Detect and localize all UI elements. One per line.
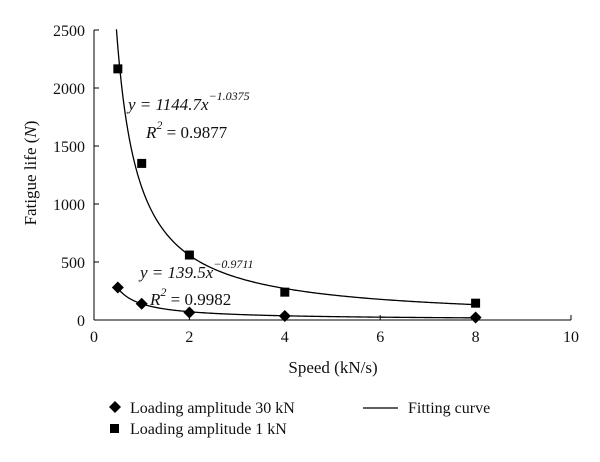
legend-label-30kN: Loading amplitude 30 kN <box>130 400 295 417</box>
point-30kN <box>278 309 291 322</box>
y-tick-label: 1000 <box>53 197 85 214</box>
fit-r2-30kN-sup: 2 <box>160 285 166 299</box>
legend-diamond-marker <box>109 401 121 413</box>
point-1kN <box>184 250 194 260</box>
svg-text:y = 139.5x−0.9711: y = 139.5x−0.9711 <box>138 257 254 282</box>
point-1kN <box>471 298 481 308</box>
x-tick-label: 10 <box>563 329 579 346</box>
x-tick-label: 0 <box>90 329 98 346</box>
fit-equation-30kN-base: y = 139.5x <box>138 263 214 282</box>
point-1kN <box>280 287 290 297</box>
legend-item-30kN: Loading amplitude 30 kN <box>109 400 295 417</box>
data-points <box>111 64 482 324</box>
x-axis-title: Speed (kN/s) <box>288 358 377 377</box>
fit-curve-30kN <box>117 287 476 319</box>
fit-r2-30kN-label: R <box>149 290 161 309</box>
point-30kN <box>183 306 196 319</box>
legend-label-1kN: Loading amplitude 1 kN <box>130 421 287 438</box>
x-tick-label: 2 <box>185 329 193 346</box>
fit-r2-30kN-value: = 0.9982 <box>166 290 231 309</box>
svg-text:y = 1144.7x−1.0375: y = 1144.7x−1.0375 <box>126 89 250 114</box>
x-tick-label: 4 <box>281 329 289 346</box>
y-tick-label: 500 <box>61 255 85 272</box>
point-30kN <box>469 311 482 324</box>
y-tick-label: 2500 <box>53 23 85 40</box>
point-1kN <box>137 158 147 168</box>
fit-equation-1kN: y = 1144.7x−1.0375 R2 = 0.9877 <box>126 89 250 142</box>
legend-item-1kN: Loading amplitude 1 kN <box>110 421 287 438</box>
fit-r2-1kN-label: R <box>145 123 157 142</box>
fit-equation-30kN: y = 139.5x−0.9711 R2 = 0.9982 <box>138 257 254 309</box>
fit-equation-1kN-base: y = 1144.7x <box>126 95 209 114</box>
point-30kN <box>135 297 148 310</box>
x-tick-label: 6 <box>376 329 384 346</box>
legend-square-marker <box>110 424 119 433</box>
fit-equation-1kN-exponent: −1.0375 <box>209 89 250 103</box>
fit-equation-30kN-exponent: −0.9711 <box>213 257 253 271</box>
legend-item-fitting-curve: Fitting curve <box>363 400 490 417</box>
y-tick-label: 0 <box>77 313 85 330</box>
axes: 0 2 4 6 8 10 0 500 1000 1500 2000 2500 <box>53 23 579 346</box>
y-tick-label: 2000 <box>53 81 85 98</box>
point-1kN <box>113 64 123 74</box>
fit-curves <box>115 29 476 319</box>
fit-r2-1kN-value: = 0.9877 <box>162 123 227 142</box>
svg-text:R2 = 0.9877: R2 = 0.9877 <box>145 118 228 142</box>
y-tick-label: 1500 <box>53 139 85 156</box>
legend: Loading amplitude 30 kN Fitting curve Lo… <box>109 400 490 438</box>
x-tick-label: 8 <box>472 329 480 346</box>
fit-r2-1kN-sup: 2 <box>156 118 162 132</box>
y-axis-title: Fatigue life (N) <box>21 121 40 226</box>
point-30kN <box>111 281 124 294</box>
legend-label-fitting-curve: Fitting curve <box>408 400 490 417</box>
svg-text:R2 = 0.9982: R2 = 0.9982 <box>149 285 231 309</box>
fit-curve-1kN <box>115 29 476 306</box>
